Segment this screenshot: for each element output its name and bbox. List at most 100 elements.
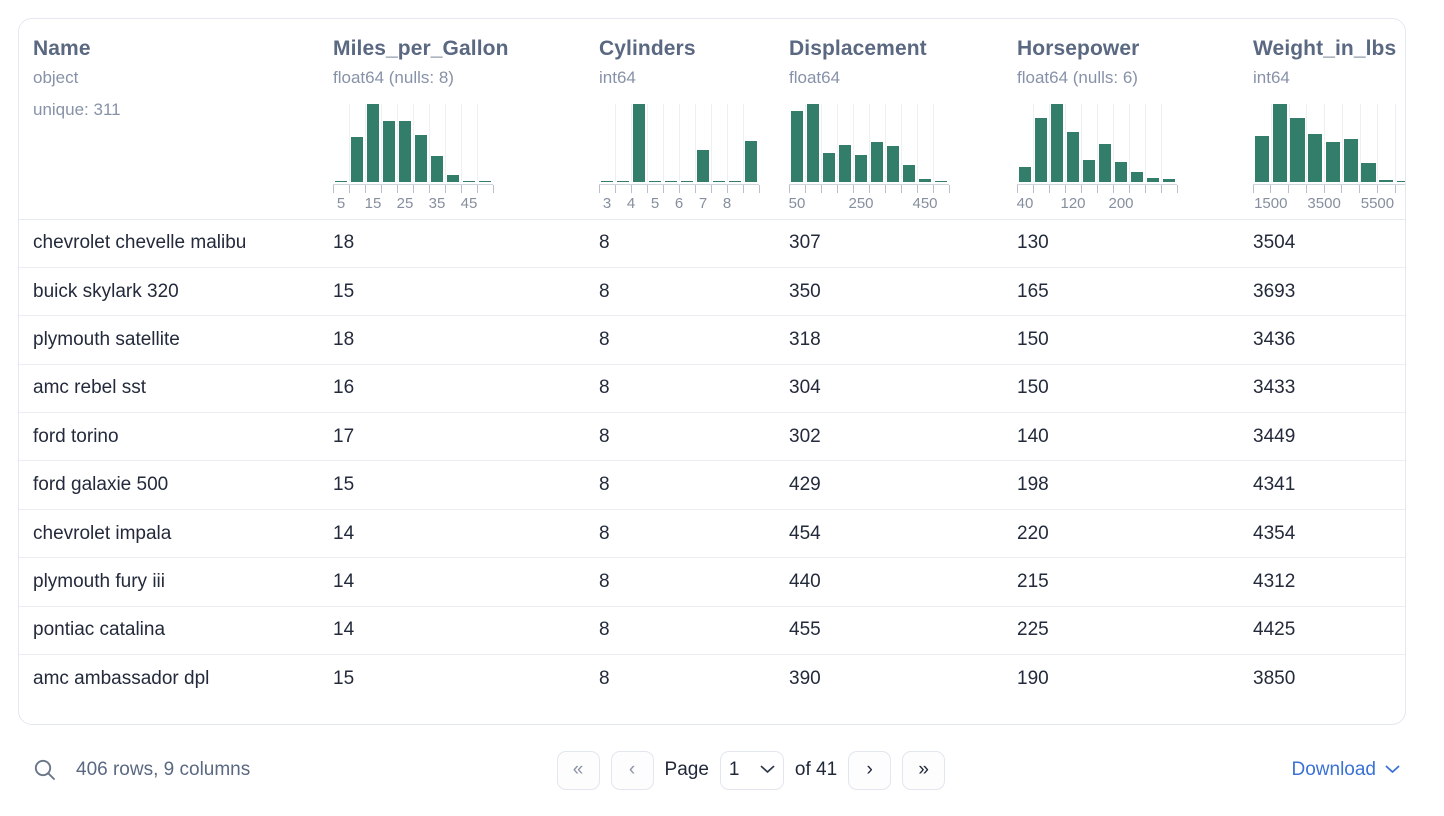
cell-horsepower: 150 — [1003, 315, 1239, 365]
histogram-bar-slot — [1049, 104, 1065, 183]
column-header-weight-in-lbs[interactable]: Weight_in_lbs int64 1500 3500 5500 — [1239, 19, 1405, 220]
table-scroll-container[interactable]: Name object unique: 311 Miles_per_Gallon… — [19, 19, 1405, 724]
histogram-bar — [1050, 104, 1064, 183]
histogram-bar — [790, 110, 804, 183]
histogram-axis — [332, 184, 494, 194]
cell-miles-per-gallon: 15 — [319, 267, 585, 317]
histogram-tick — [1096, 185, 1098, 194]
histogram-tick — [804, 185, 806, 194]
histogram-bar-slot — [917, 104, 933, 183]
column-title: Weight_in_lbs — [1253, 37, 1397, 60]
table-row[interactable]: plymouth satellite 18 8 318 150 3436 — [19, 315, 1405, 365]
histogram-bar — [1034, 117, 1048, 183]
histogram-axis — [598, 184, 760, 194]
column-dtype: int64 — [599, 68, 636, 88]
histogram-tick — [710, 185, 712, 194]
histogram-bar — [600, 180, 614, 183]
table-row[interactable]: buick skylark 320 15 8 350 165 3693 — [19, 267, 1405, 317]
histogram-bar-slot — [333, 104, 349, 183]
histogram-tick — [1064, 185, 1066, 194]
cell-cylinders: 8 — [585, 364, 775, 414]
histogram-gridline — [381, 104, 382, 183]
page-number-value: 1 — [728, 759, 740, 780]
histogram-tick — [614, 185, 616, 194]
histogram-gridline — [1324, 104, 1326, 183]
cell-displacement: 302 — [775, 412, 1003, 462]
histogram-tick-labels: 1500 3500 5500 — [1253, 195, 1405, 215]
histogram-gridline — [647, 104, 648, 183]
histogram-gridline — [1306, 104, 1308, 183]
histogram-tick — [1323, 185, 1325, 194]
histogram-tick — [884, 185, 886, 194]
table-row[interactable]: ford torino 17 8 302 140 3449 — [19, 412, 1405, 462]
table-header: Name object unique: 311 Miles_per_Gallon… — [19, 19, 1405, 220]
chevron-down-icon[interactable] — [1385, 761, 1400, 779]
cell-weight-in-lbs: 4312 — [1239, 557, 1405, 607]
histogram-tick — [1016, 185, 1018, 194]
histogram-gridline — [1113, 104, 1114, 183]
cell-cylinders: 8 — [585, 267, 775, 317]
table-row[interactable]: amc ambassador dpl 15 8 390 190 3850 — [19, 655, 1405, 703]
column-unique-count: unique: 311 — [33, 100, 121, 120]
histogram-tick-label: 5500 — [1360, 195, 1395, 213]
histogram-tick — [948, 185, 950, 194]
download-button[interactable]: Download — [1291, 759, 1377, 780]
table-row[interactable]: pontiac catalina 14 8 455 225 4425 — [19, 606, 1405, 656]
cell-weight-in-lbs: 3693 — [1239, 267, 1405, 317]
column-header-name[interactable]: Name object unique: 311 — [19, 19, 319, 220]
histogram-weight-in-lbs: 1500 3500 5500 — [1252, 104, 1405, 215]
page-number-select[interactable]: 1 — [719, 750, 784, 790]
next-page-button[interactable]: › — [848, 750, 892, 790]
column-header-miles-per-gallon[interactable]: Miles_per_Gallon float64 (nulls: 8) 5 15 2… — [319, 19, 585, 220]
column-header-displacement[interactable]: Displacement float64 50 250 450 — [775, 19, 1003, 220]
histogram-tick — [492, 185, 494, 194]
histogram-bar — [1098, 144, 1112, 183]
histogram-tick — [396, 185, 398, 194]
histogram-bar — [1254, 135, 1269, 183]
cell-displacement: 307 — [775, 219, 1003, 268]
histogram-axis — [1252, 184, 1405, 194]
histogram-gridline — [1359, 104, 1361, 183]
rows-columns-info: 406 rows, 9 columns — [76, 759, 251, 780]
histogram-bar — [870, 141, 884, 183]
cell-name: amc rebel sst — [19, 364, 319, 414]
cell-horsepower: 220 — [1003, 509, 1239, 559]
table-body: chevrolet chevelle malibu 18 8 307 130 3504 bu… — [19, 219, 1405, 703]
histogram-gridline — [1341, 104, 1343, 183]
histogram-horsepower: 40 120 200 — [1016, 104, 1178, 215]
table-row[interactable]: ford galaxie 500 15 8 429 198 4341 — [19, 460, 1405, 510]
histogram-bar-slot — [869, 104, 885, 183]
histogram-bar-slot — [1253, 104, 1271, 183]
histogram-tick-label: 250 — [848, 195, 874, 213]
histogram-tick-label: 7 — [698, 195, 708, 213]
histogram-bar-slot — [445, 104, 461, 183]
histogram-bar — [1146, 177, 1160, 183]
histogram-bar-slot — [599, 104, 615, 183]
histogram-bar — [854, 155, 868, 183]
download-group[interactable]: Download — [1292, 759, 1413, 781]
histogram-bar — [664, 180, 678, 183]
table-row[interactable]: chevrolet impala 14 8 454 220 4354 — [19, 509, 1405, 559]
previous-page-button[interactable]: ‹ — [610, 750, 654, 790]
histogram-bars — [599, 104, 759, 183]
cell-weight-in-lbs: 3433 — [1239, 364, 1405, 414]
first-page-button[interactable]: « — [556, 750, 600, 790]
search-icon[interactable] — [32, 757, 58, 783]
histogram-bar-slot — [933, 104, 949, 183]
table-row[interactable]: amc rebel sst 16 8 304 150 3433 — [19, 364, 1405, 414]
histogram-tick — [916, 185, 918, 194]
footer-left-group: 406 rows, 9 columns — [32, 757, 250, 783]
total-pages-label: of 41 — [794, 759, 838, 780]
histogram-bar — [822, 152, 836, 183]
column-header-horsepower[interactable]: Horsepower float64 (nulls: 6) 40 120 200 — [1003, 19, 1239, 220]
histogram-bar — [744, 140, 758, 183]
cell-displacement: 304 — [775, 364, 1003, 414]
cell-horsepower: 190 — [1017, 667, 1049, 689]
histogram-tick — [646, 185, 648, 194]
histogram-bar — [934, 181, 948, 183]
table-row[interactable]: chevrolet chevelle malibu 18 8 307 130 3504 — [19, 219, 1405, 268]
table-row[interactable]: plymouth fury iii 14 8 440 215 4312 — [19, 557, 1405, 607]
last-page-button[interactable]: » — [902, 750, 946, 790]
histogram-tick-label: 5 — [650, 195, 660, 213]
